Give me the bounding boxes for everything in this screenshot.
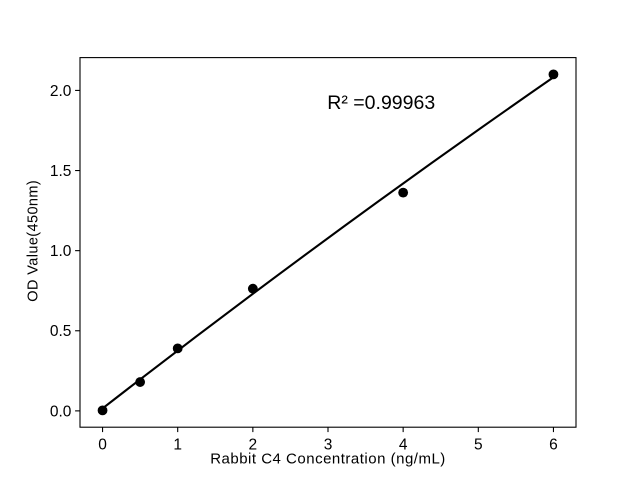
svg-text:1: 1 [173,436,182,453]
svg-text:Rabbit C4 Concentration (ng/mL: Rabbit C4 Concentration (ng/mL) [210,451,446,468]
svg-text:OD Value(450nm): OD Value(450nm) [26,180,42,302]
svg-text:R² =0.99963: R² =0.99963 [327,92,435,114]
svg-text:0.0: 0.0 [50,403,72,420]
svg-text:2: 2 [249,436,258,453]
svg-text:1.0: 1.0 [50,243,72,260]
svg-text:5: 5 [474,436,483,453]
svg-text:3: 3 [324,436,333,453]
svg-text:4: 4 [399,436,408,453]
svg-text:6: 6 [549,436,558,453]
svg-text:0: 0 [98,436,107,453]
svg-text:1.5: 1.5 [50,163,72,180]
svg-text:0.5: 0.5 [50,323,72,340]
svg-text:2.0: 2.0 [50,83,72,100]
